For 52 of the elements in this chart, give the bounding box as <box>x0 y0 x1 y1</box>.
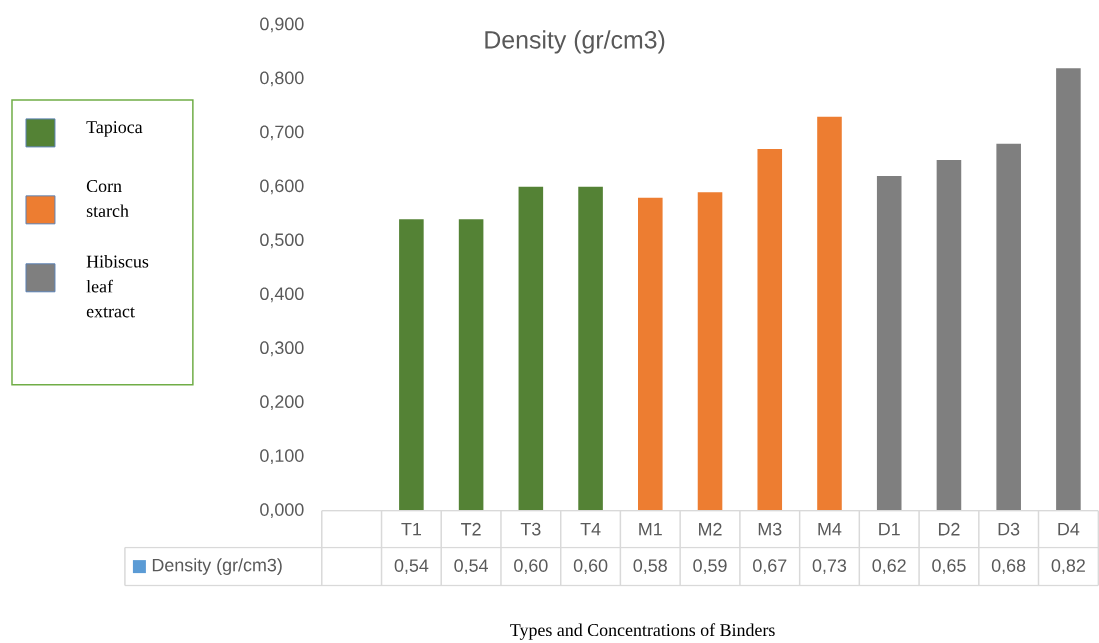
y-tick-label: 0,600 <box>260 179 304 195</box>
x-axis-title: Types and Concentrations of Binders <box>510 623 775 640</box>
data-label: 0,60 <box>514 559 548 574</box>
data-label: 0,58 <box>633 559 667 574</box>
x-tick-label: T4 <box>580 522 601 536</box>
x-tick-label: D2 <box>938 522 960 536</box>
y-tick-label: 0,900 <box>260 17 304 33</box>
data-label: 0,73 <box>812 559 847 574</box>
data-label: 0,59 <box>693 559 727 574</box>
bar <box>638 197 663 511</box>
y-tick-label: 0,000 <box>260 503 304 518</box>
x-tick-label: D1 <box>879 522 900 536</box>
x-tick-label: M3 <box>758 522 782 536</box>
x-tick-label: M2 <box>699 522 722 536</box>
bar <box>817 116 842 511</box>
bar <box>876 176 902 511</box>
data-label: 0,67 <box>753 559 787 574</box>
bar <box>697 192 723 511</box>
bar <box>458 219 484 511</box>
data-label: 0,62 <box>872 559 906 574</box>
x-tick-label: M4 <box>818 522 842 536</box>
bar <box>518 186 544 511</box>
bar <box>757 149 783 511</box>
bar <box>399 219 424 511</box>
x-tick-label: T3 <box>520 522 541 536</box>
legend-label: Hibiscus leaf extract <box>86 254 149 318</box>
data-label: 0,54 <box>394 559 429 574</box>
bar <box>578 186 603 511</box>
x-tick-label: M1 <box>639 522 662 536</box>
y-tick-label: 0,300 <box>260 341 304 357</box>
legend-label: Tapioca <box>86 121 143 137</box>
bar <box>936 159 962 511</box>
y-tick-label: 0,200 <box>260 395 304 411</box>
data-label: 0,60 <box>573 559 608 574</box>
data-label: 0,65 <box>932 559 966 574</box>
data-label: 0,82 <box>1051 559 1085 574</box>
y-tick-label: 0,700 <box>260 125 304 141</box>
y-tick-label: 0,400 <box>260 287 304 303</box>
x-tick-label: D4 <box>1058 522 1080 536</box>
text: Density (gr/cm3) <box>152 558 282 575</box>
bar <box>996 143 1021 511</box>
chart-title: Density (gr/cm3) <box>485 30 665 54</box>
x-tick-label: T1 <box>401 522 421 536</box>
bar <box>1056 68 1081 511</box>
y-tick-label: 0,800 <box>260 71 304 87</box>
data-label: 0,68 <box>991 559 1026 574</box>
data-label: 0,54 <box>454 559 488 574</box>
x-tick-label: D3 <box>998 522 1020 536</box>
x-tick-label: T2 <box>461 522 481 536</box>
y-tick-label: 0,100 <box>260 449 304 465</box>
legend-label: Corn starch <box>86 180 129 217</box>
y-tick-label: 0,500 <box>260 233 304 249</box>
